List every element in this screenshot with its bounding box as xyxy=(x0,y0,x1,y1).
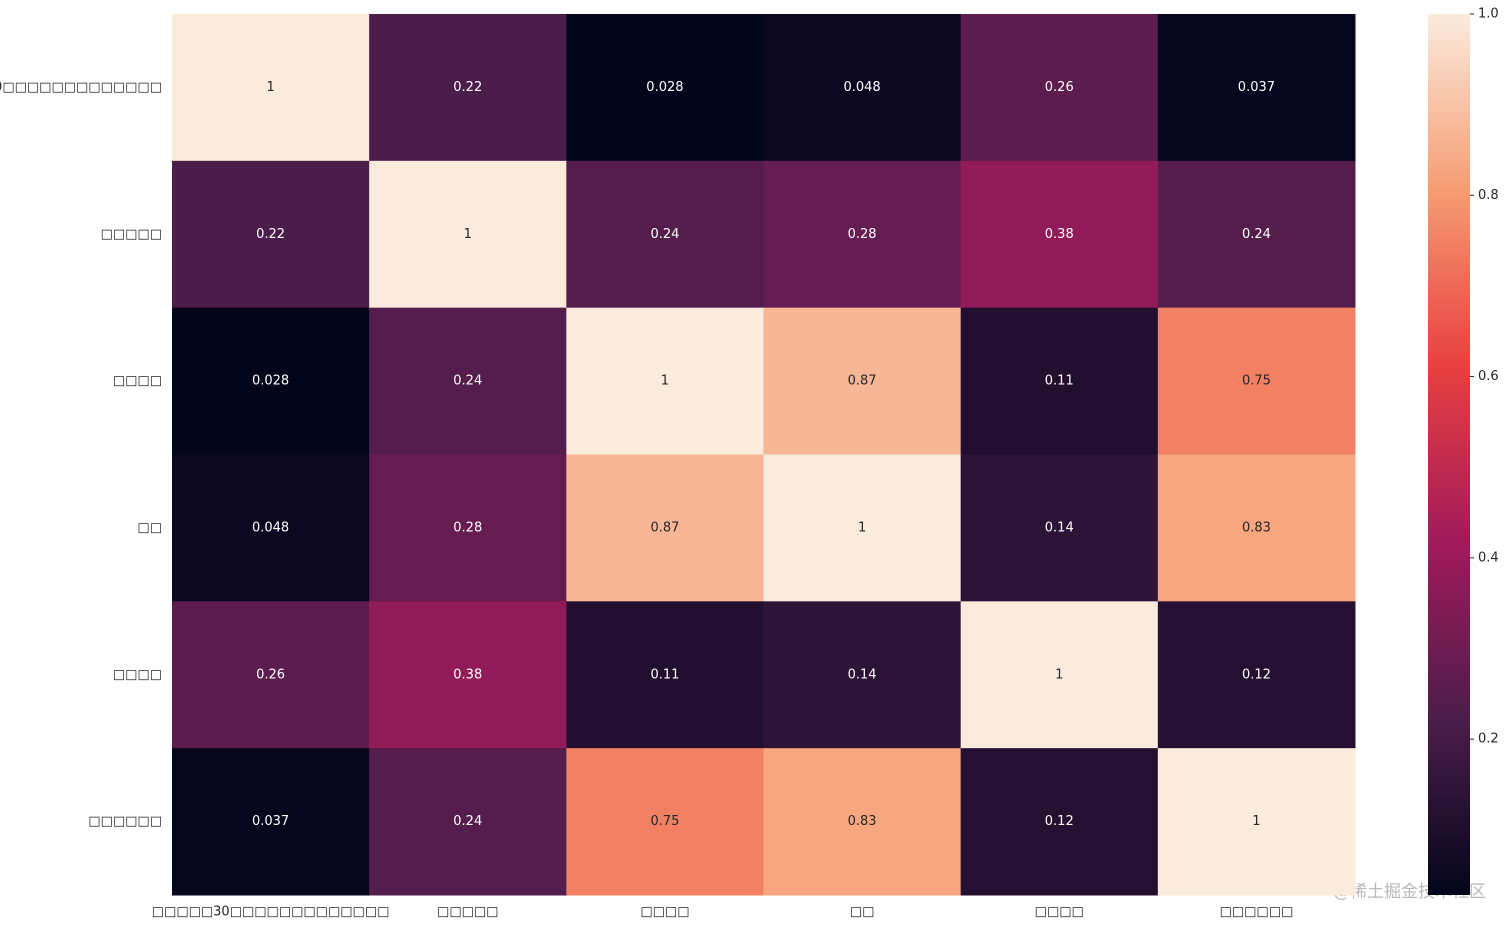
colorbar-tick-label: 0.8 xyxy=(1478,188,1499,203)
cell-label: 1 xyxy=(1252,814,1260,829)
y-tick-label: □□□□□30□□□□□□□□□□□□□ xyxy=(0,80,162,95)
heatmap-cell xyxy=(763,307,962,455)
cell-label: 0.12 xyxy=(1045,814,1074,829)
heatmap-cell xyxy=(369,14,567,162)
cell-label: 0.028 xyxy=(252,374,289,389)
heatmap-cell xyxy=(369,454,567,602)
cell-label: 0.83 xyxy=(848,814,877,829)
heatmap-cell xyxy=(172,160,370,309)
heatmap-cell xyxy=(763,748,962,896)
cell-label: 0.24 xyxy=(650,227,679,242)
x-tick-label: □□□□□30□□□□□□□□□□□□□ xyxy=(152,905,390,920)
x-tick-label: □□□□□ xyxy=(437,905,498,920)
cell-label: 0.38 xyxy=(1045,227,1074,242)
heatmap-cell xyxy=(1157,454,1356,602)
cell-label: 0.87 xyxy=(848,374,877,389)
heatmap-cell xyxy=(1157,14,1356,162)
heatmap-cell xyxy=(763,454,962,602)
heatmap-cell xyxy=(566,748,764,896)
cell-label: 1 xyxy=(858,520,866,535)
heatmap-cell xyxy=(960,748,1159,896)
heatmap-cell xyxy=(369,748,567,896)
cell-label: 1 xyxy=(266,80,274,95)
x-tick-label: □□□□ xyxy=(1035,905,1084,920)
heatmap-cell xyxy=(566,160,764,309)
heatmap-cell xyxy=(960,160,1159,309)
y-tick-label: □□□□ xyxy=(113,667,162,682)
cell-label: 0.87 xyxy=(650,520,679,535)
cell-label: 0.14 xyxy=(848,667,877,682)
heatmap-cell xyxy=(1157,160,1356,309)
x-tick-label: □□ xyxy=(850,905,875,920)
cell-label: 0.75 xyxy=(650,814,679,829)
heatmap-cell xyxy=(763,160,962,309)
heatmap-cell xyxy=(369,160,567,309)
y-tick-label: □□□□□ xyxy=(101,227,162,242)
heatmap-cell xyxy=(172,14,370,162)
y-tick-label: □□ xyxy=(137,520,162,535)
heatmap-cell xyxy=(566,307,764,455)
heatmap-cell xyxy=(566,454,764,602)
heatmap-cell xyxy=(172,748,370,896)
cell-label: 0.28 xyxy=(848,227,877,242)
heatmap-cell xyxy=(1157,748,1356,896)
heatmap-cell xyxy=(960,307,1159,455)
heatmap-cell xyxy=(1157,307,1356,455)
cell-label: 0.028 xyxy=(646,80,683,95)
cell-label: 1 xyxy=(1055,667,1063,682)
cell-label: 0.83 xyxy=(1242,520,1271,535)
cell-label: 0.11 xyxy=(650,667,679,682)
cell-label: 0.037 xyxy=(252,814,289,829)
heatmap-cell xyxy=(960,601,1159,749)
heatmap-cell xyxy=(172,454,370,602)
heatmap-cell xyxy=(566,14,764,162)
cell-label: 0.048 xyxy=(843,80,880,95)
colorbar-tick-label: 0.6 xyxy=(1478,369,1499,384)
heatmap-cell xyxy=(369,601,567,749)
cell-label: 0.24 xyxy=(453,814,482,829)
cell-label: 0.24 xyxy=(1242,227,1271,242)
heatmap-cell xyxy=(369,307,567,455)
y-tick-label: □□□□□□ xyxy=(88,814,162,829)
cell-label: 0.24 xyxy=(453,374,482,389)
heatmap-cell xyxy=(566,601,764,749)
cell-label: 1 xyxy=(464,227,472,242)
cell-label: 0.75 xyxy=(1242,374,1271,389)
cell-label: 0.22 xyxy=(453,80,482,95)
heatmap-cell xyxy=(172,307,370,455)
cell-label: 0.11 xyxy=(1045,374,1074,389)
cell-label: 1 xyxy=(661,374,669,389)
colorbar-tick-label: 1.0 xyxy=(1478,7,1499,22)
cell-label: 0.037 xyxy=(1238,80,1275,95)
cell-label: 0.22 xyxy=(256,227,285,242)
cell-label: 0.38 xyxy=(453,667,482,682)
y-tick-label: □□□□ xyxy=(113,374,162,389)
colorbar-tick-label: 0.4 xyxy=(1478,550,1499,565)
cell-label: 0.26 xyxy=(256,667,285,682)
heatmap-cell xyxy=(172,601,370,749)
cell-label: 0.12 xyxy=(1242,667,1271,682)
x-tick-label: □□□□□□ xyxy=(1220,905,1294,920)
heatmap-cell xyxy=(1157,601,1356,749)
cell-label: 0.048 xyxy=(252,520,289,535)
colorbar-tick-label: 0.2 xyxy=(1478,732,1499,747)
colorbar xyxy=(1428,14,1470,895)
cell-label: 0.28 xyxy=(453,520,482,535)
cell-label: 0.14 xyxy=(1045,520,1074,535)
heatmap-cell xyxy=(960,454,1159,602)
heatmap-cell xyxy=(960,14,1159,162)
cell-label: 0.26 xyxy=(1045,80,1074,95)
heatmap-cell xyxy=(763,601,962,749)
x-tick-label: □□□□ xyxy=(640,905,689,920)
heatmap-cell xyxy=(763,14,962,162)
